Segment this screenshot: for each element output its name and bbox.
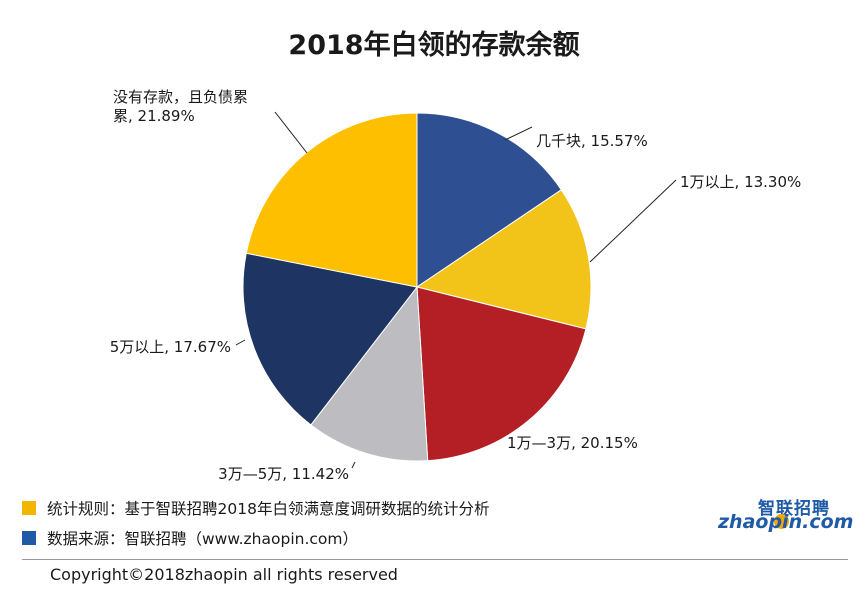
footnote-rule-swatch: [22, 501, 36, 515]
slice-labels: 几千块, 15.57% 1万以上, 13.30% 1万—3万, 20.15% 3万—5…: [110, 88, 802, 483]
slice-no-savings-leader: [274, 111, 308, 154]
slice-over-10k-leader: [589, 179, 677, 263]
slice-30k-50k-label: 3万—5万, 11.42%: [218, 465, 349, 483]
leader-lines: [235, 111, 677, 469]
logo-cn-text: 智联招聘: [758, 499, 830, 519]
logo-en-text: zhaopin.com: [718, 511, 854, 533]
footnote-rule: 统计规则：基于智联招聘2018年白领满意度调研数据的统计分析: [22, 497, 489, 519]
slice-over-50k: [242, 252, 418, 426]
slice-over-10k-label: 1万以上, 13.30%: [680, 173, 801, 191]
slice-no-savings-label: 没有存款，且负债累累, 21.89%: [113, 88, 248, 125]
footer-divider: [22, 559, 848, 560]
slice-over-50k-label: 5万以上, 17.67%: [110, 338, 231, 356]
footnote-source-text: 数据来源：智联招聘（www.zhaopin.com）: [47, 530, 358, 548]
logo-dot-icon: [774, 514, 789, 529]
slice-few-thousand-leader: [504, 126, 533, 141]
slice-over-10k: [415, 189, 592, 330]
slice-10k-30k: [416, 286, 587, 462]
slice-few-thousand-label: 几千块, 15.57%: [536, 132, 648, 150]
slice-30k-50k-leader: [351, 461, 356, 469]
footnote-source: 数据来源：智联招聘（www.zhaopin.com）: [22, 527, 358, 549]
pie-slices: [242, 112, 592, 462]
slice-few-thousand: [416, 112, 563, 288]
footnote-rule-text: 统计规则：基于智联招聘2018年白领满意度调研数据的统计分析: [47, 500, 490, 518]
slice-10k-30k-label: 1万—3万, 20.15%: [507, 434, 638, 452]
footnote-source-swatch: [22, 531, 36, 545]
slice-over-50k-leader: [235, 339, 246, 346]
slice-30k-50k: [310, 285, 429, 462]
zhaopin-logo: 智联招聘 zhaopin.com: [718, 496, 853, 533]
copyright-text: Copyright©2018zhaopin all rights reserve…: [50, 565, 398, 584]
chart-title: 2018年白领的存款余额: [288, 29, 579, 61]
